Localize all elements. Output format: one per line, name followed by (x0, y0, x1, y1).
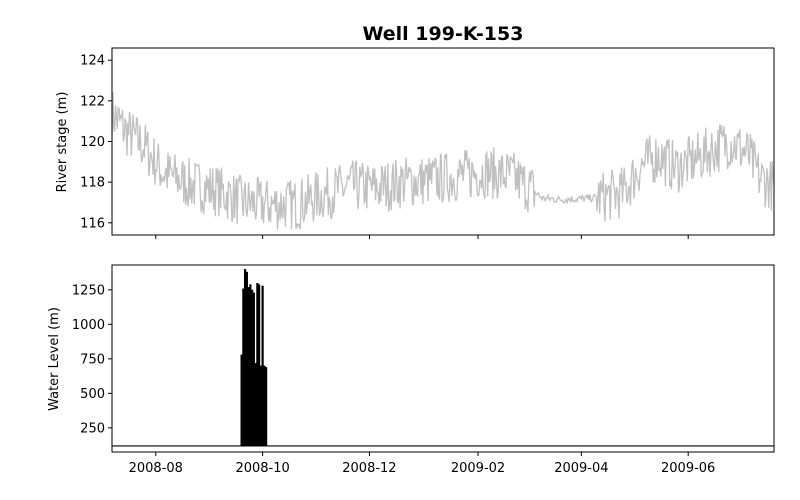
y-tick-label: 1000 (72, 318, 105, 333)
water-level-series (112, 269, 774, 447)
chart-title: Well 199-K-153 (363, 23, 524, 45)
x-tick-label: 2008-12 (342, 461, 396, 476)
y-tick-label: 1250 (72, 283, 105, 298)
y-tick-label: 124 (80, 54, 105, 69)
x-tick-label: 2009-04 (554, 461, 608, 476)
river-stage-line (111, 91, 775, 230)
x-tick-label: 2009-02 (451, 461, 505, 476)
x-tick-label: 2009-06 (661, 461, 715, 476)
x-tick-label: 2008-08 (129, 461, 183, 476)
river-stage-x-ticks (155, 235, 689, 239)
river-stage-series (111, 91, 775, 230)
y-tick-label: 116 (80, 216, 105, 231)
river-stage-y-axis-label: River stage (m) (55, 92, 70, 193)
water-level-x-ticks: 2008-08 2008-10 2008-12 2009-02 2009-04 2009-… (129, 452, 715, 476)
water-level-y-axis-label: Water Level (m) (47, 307, 62, 411)
river-stage-y-ticks: 116 118 120 122 124 (80, 54, 112, 231)
water-level-y-ticks: 250 500 750 1000 1250 (72, 283, 112, 436)
river-stage-panel: 116 118 120 122 124 River stage (m) (55, 47, 775, 239)
y-tick-label: 122 (80, 94, 105, 109)
x-tick-label: 2008-10 (235, 461, 289, 476)
y-tick-label: 120 (80, 135, 105, 150)
y-tick-label: 250 (80, 421, 105, 436)
y-tick-label: 500 (80, 387, 105, 402)
water-level-axes-frame (111, 264, 775, 453)
y-tick-label: 118 (80, 176, 105, 191)
river-stage-axes-frame (111, 47, 775, 236)
y-tick-label: 750 (80, 352, 105, 367)
